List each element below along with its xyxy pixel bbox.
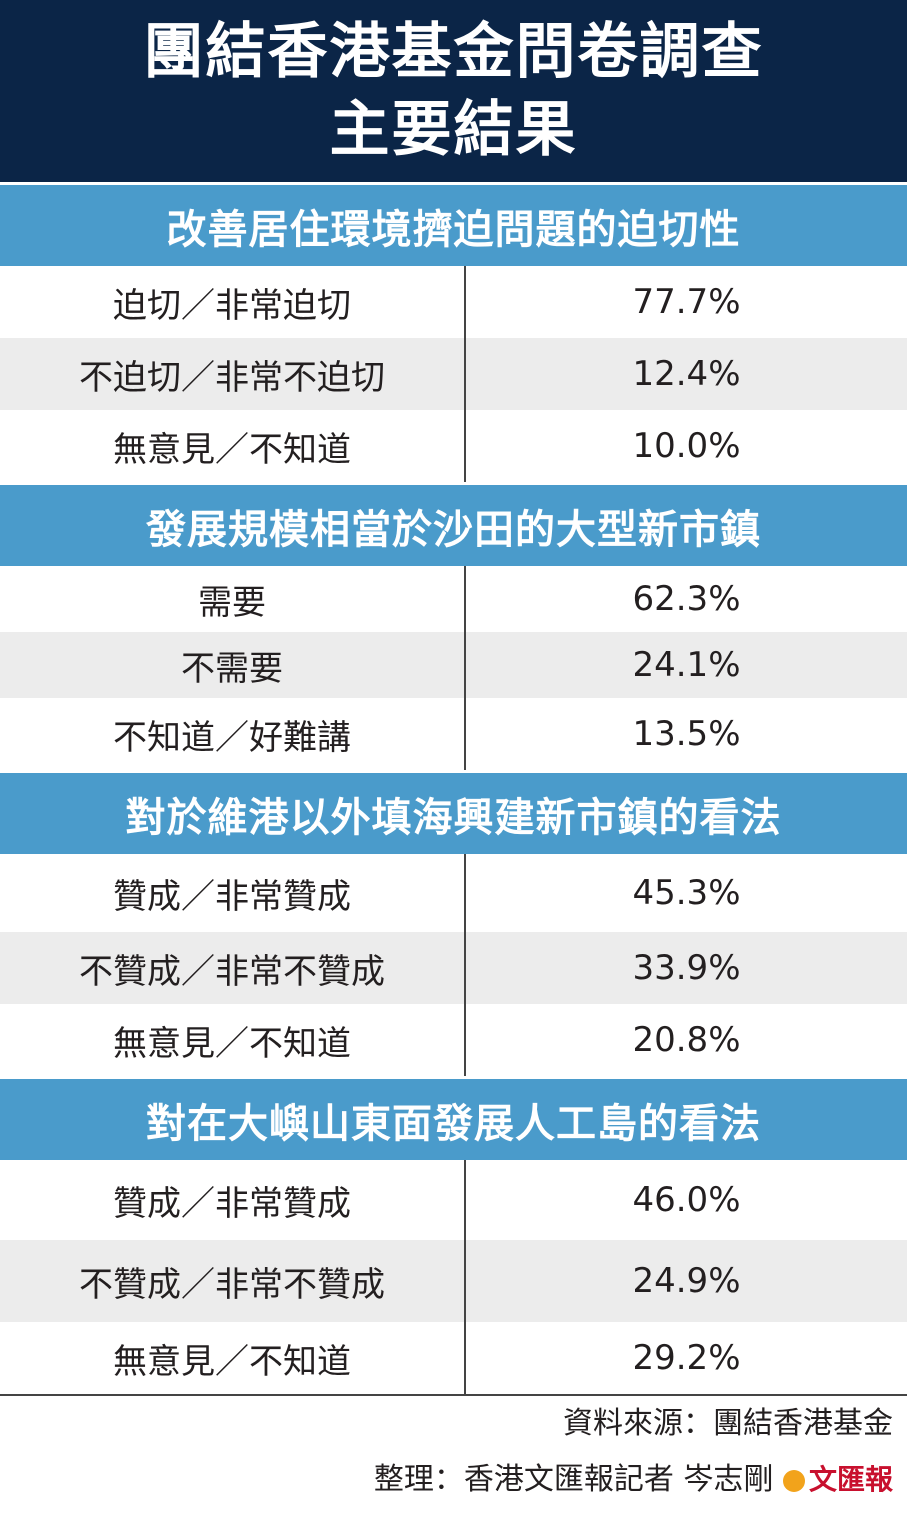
table-row: 無意見／不知道 29.2% <box>0 1322 907 1394</box>
row-label: 迫切／非常迫切 <box>0 266 466 338</box>
results-table: 改善居住環境擠迫問題的迫切性 迫切／非常迫切 77.7% 不迫切／非常不迫切 12.4%… <box>0 182 907 1394</box>
table-row: 不贊成／非常不贊成 33.9% <box>0 932 907 1004</box>
title-line-1: 團結香港基金問卷調查 <box>143 17 764 87</box>
row-label: 不迫切／非常不迫切 <box>0 338 466 410</box>
row-value: 10.0% <box>632 426 741 466</box>
row-value: 20.8% <box>632 1020 741 1060</box>
row-value: 12.4% <box>632 354 741 394</box>
row-label: 不知道／好難講 <box>0 698 466 770</box>
row-value: 24.9% <box>632 1261 741 1301</box>
section-heading: 改善居住環境擠迫問題的迫切性 <box>0 182 907 266</box>
section-heading: 對在大嶼山東面發展人工島的看法 <box>0 1076 907 1160</box>
table-row: 不贊成／非常不贊成 24.9% <box>0 1240 907 1322</box>
row-value: 77.7% <box>632 282 741 322</box>
row-value: 45.3% <box>632 873 741 913</box>
title-line-2: 主要結果 <box>329 95 578 165</box>
table-row: 不迫切／非常不迫切 12.4% <box>0 338 907 410</box>
row-value: 29.2% <box>632 1338 741 1378</box>
row-label: 無意見／不知道 <box>0 410 466 482</box>
row-value: 62.3% <box>632 579 741 619</box>
row-value: 33.9% <box>632 948 741 988</box>
table-row: 無意見／不知道 10.0% <box>0 410 907 482</box>
table-row: 需要 62.3% <box>0 566 907 632</box>
row-label: 無意見／不知道 <box>0 1004 466 1076</box>
table-row: 迫切／非常迫切 77.7% <box>0 266 907 338</box>
source-note: 資料來源：團結香港基金 <box>563 1406 893 1441</box>
row-label: 不贊成／非常不贊成 <box>0 1240 466 1322</box>
table-row: 無意見／不知道 20.8% <box>0 1004 907 1076</box>
credit-note: 整理：香港文匯報記者 岑志剛 文匯報 <box>0 1452 893 1508</box>
row-value: 24.1% <box>632 645 741 685</box>
table-row: 不知道／好難講 13.5% <box>0 698 907 770</box>
row-label: 贊成／非常贊成 <box>0 1160 466 1240</box>
section-heading: 發展規模相當於沙田的大型新市鎮 <box>0 482 907 566</box>
row-label: 贊成／非常贊成 <box>0 854 466 932</box>
row-label: 不需要 <box>0 632 466 698</box>
newspaper-logo-icon <box>782 1469 805 1492</box>
row-value: 46.0% <box>632 1180 741 1220</box>
row-label: 無意見／不知道 <box>0 1322 466 1394</box>
main-title: 團結香港基金問卷調查 主要結果 <box>0 0 907 182</box>
credit-text: 整理：香港文匯報記者 岑志剛 <box>373 1462 774 1497</box>
row-label: 不贊成／非常不贊成 <box>0 932 466 1004</box>
row-label: 需要 <box>0 566 466 632</box>
table-row: 不需要 24.1% <box>0 632 907 698</box>
row-value: 13.5% <box>632 714 741 754</box>
table-row: 贊成／非常贊成 46.0% <box>0 1160 907 1240</box>
table-row: 贊成／非常贊成 45.3% <box>0 854 907 932</box>
newspaper-stamp: 文匯報 <box>808 1463 893 1496</box>
section-heading: 對於維港以外填海興建新市鎮的看法 <box>0 770 907 854</box>
footer: 資料來源：團結香港基金 整理：香港文匯報記者 岑志剛 文匯報 <box>0 1394 907 1508</box>
